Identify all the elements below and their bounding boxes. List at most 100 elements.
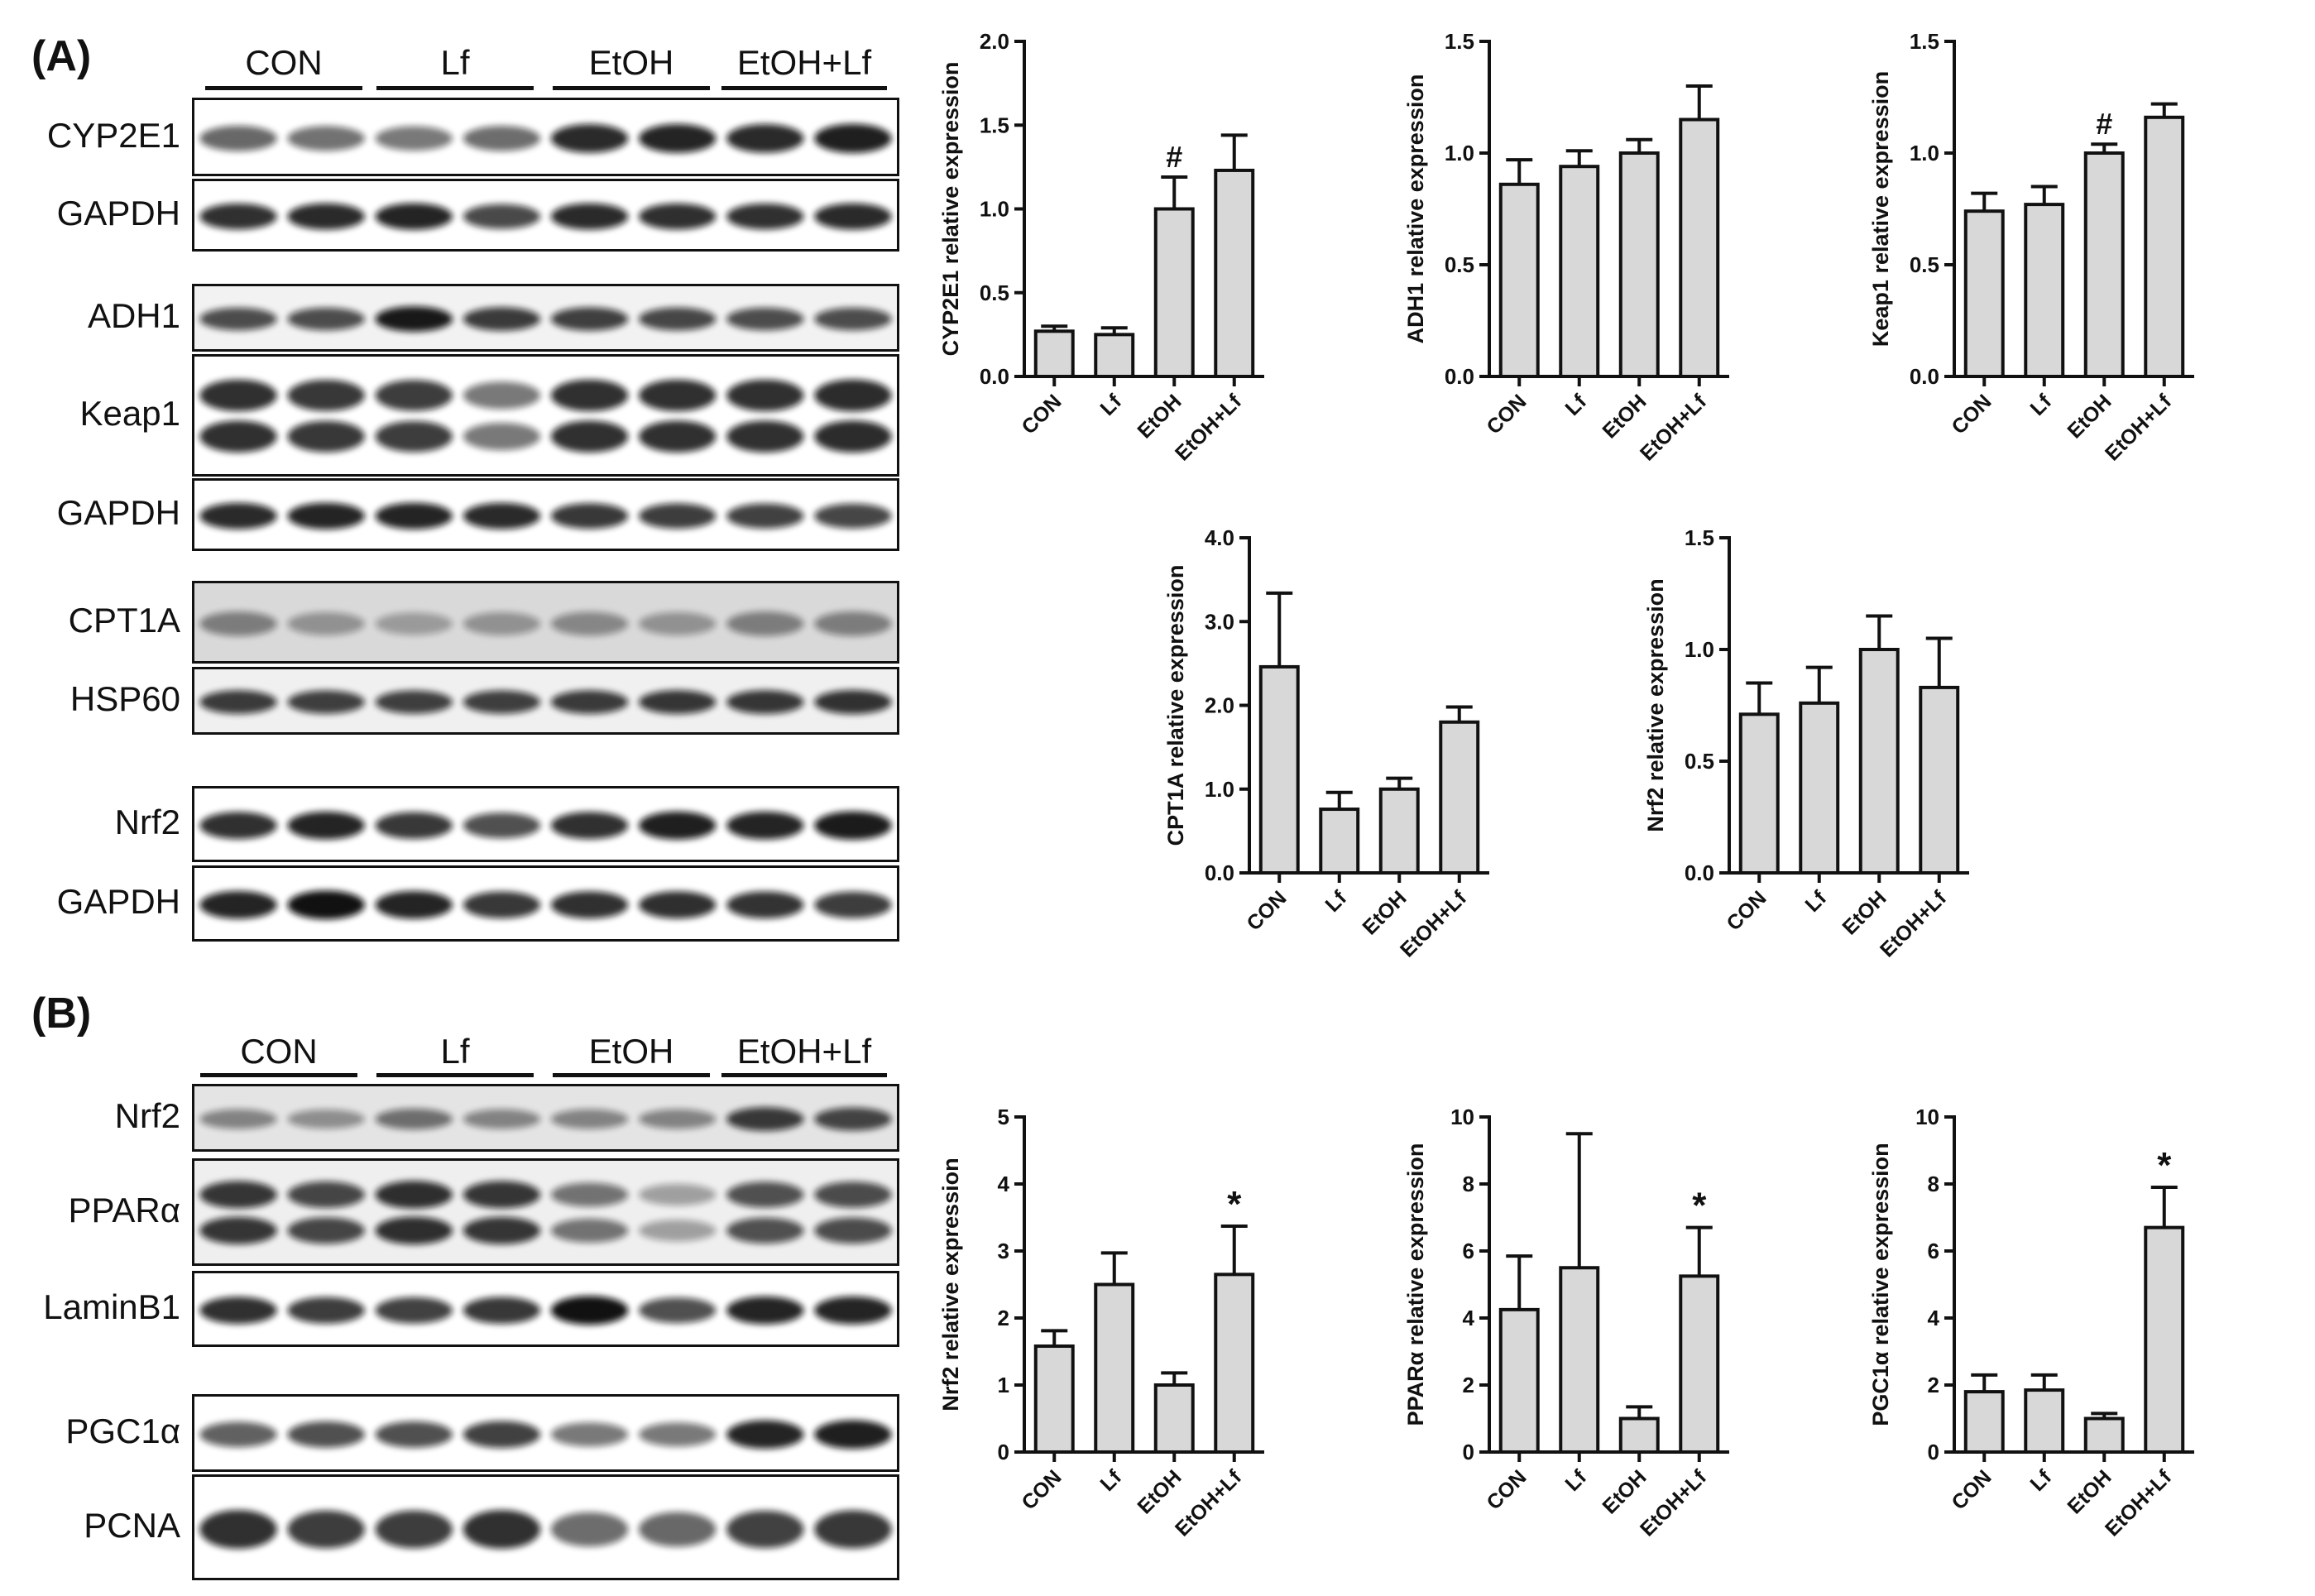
y-tick-label: 4 (998, 1172, 1010, 1196)
x-tick-label: EtOH+Lf (1876, 886, 1951, 961)
group-line-lf (376, 86, 534, 90)
y-tick-label: 0 (1928, 1440, 1939, 1464)
y-tick-label: 3.0 (1205, 609, 1234, 634)
blot-band (726, 124, 804, 153)
blot-band (199, 1421, 277, 1448)
blot-band (375, 203, 453, 230)
blot-band (199, 611, 277, 636)
blot-band (287, 502, 365, 530)
blot-band (814, 891, 892, 918)
bar-con (1033, 329, 1075, 379)
blot-band (375, 306, 453, 332)
bar-con (1033, 1344, 1075, 1454)
bar-etoh (1618, 1416, 1660, 1454)
blot-band (726, 1296, 804, 1325)
blot-band (638, 379, 717, 412)
significance-mark: # (2096, 107, 2112, 141)
blot-band (287, 379, 365, 411)
blot-strip-cpt1a (192, 581, 899, 664)
x-tick-label: CON (1482, 390, 1531, 439)
blot-band (638, 611, 717, 635)
bar-etoh (1153, 207, 1195, 378)
blot-band (638, 1512, 717, 1547)
y-tick-label: 0 (1463, 1440, 1474, 1464)
blot-band (814, 1296, 892, 1325)
blot-band (638, 307, 717, 331)
bar-etoh (1378, 787, 1420, 875)
group-line-lf-b (376, 1073, 534, 1077)
blot-band (463, 204, 541, 229)
y-axis-label: CPT1A relative expression (1163, 565, 1188, 846)
y-tick-label: 1.5 (1445, 29, 1474, 54)
y-tick-label: 6 (1463, 1239, 1474, 1263)
blot-band (638, 1183, 717, 1205)
group-line-etoh-lf-b (721, 1073, 887, 1077)
significance-mark: * (1227, 1184, 1242, 1225)
blot-band (814, 420, 892, 453)
bar-lf (1094, 1282, 1135, 1454)
x-tick-label: EtOH+Lf (2101, 390, 2176, 465)
blot-band (375, 1296, 453, 1324)
x-tick-label: EtOH (1358, 886, 1411, 939)
y-tick-label: 0.0 (1910, 364, 1939, 389)
y-tick-label: 0.5 (980, 280, 1009, 305)
chart-nrf2-a: Nrf2 relative expression 0.0 0.5 1.0 1.5 CON L… (1643, 525, 1969, 961)
blot-band (463, 1109, 541, 1129)
blot-band (199, 1109, 277, 1129)
bar-etoh (1618, 151, 1660, 378)
group-label-con-b: CON (240, 1032, 318, 1071)
y-tick-label: 2.0 (1205, 693, 1234, 718)
blot-band (287, 1296, 365, 1324)
x-tick-label: Lf (1095, 1465, 1126, 1496)
bar-con (1738, 712, 1780, 875)
chart-cyp2e1: CYP2E1 relative expression 0.0 0.5 1.0 1.5 2.… (938, 29, 1264, 465)
chart-nrf2-b: Nrf2 relative expression 0 1 2 3 4 5 CON Lf EtOH *… (938, 1105, 1264, 1541)
group-line-con-b (200, 1073, 357, 1077)
blot-band (726, 379, 804, 412)
blot-band (726, 891, 804, 919)
y-tick-label: 6 (1928, 1239, 1939, 1263)
x-tick-label: CON (1017, 390, 1066, 439)
blot-band (638, 1220, 717, 1242)
y-tick-label: 10 (1915, 1105, 1939, 1129)
protein-label-cyp2e1: CYP2E1 (46, 115, 180, 155)
x-tick-label: EtOH (1133, 390, 1186, 443)
blot-band (375, 1421, 453, 1448)
blot-band (726, 611, 804, 636)
blot-band (550, 891, 629, 919)
bar-con (1963, 1390, 2005, 1455)
protein-label-ppara: PPARα (68, 1191, 180, 1229)
y-tick-label: 1.0 (980, 197, 1009, 222)
blot-band (375, 380, 453, 411)
blot-band (726, 811, 804, 840)
protein-label-keap1: Keap1 (79, 394, 180, 433)
blot-band (814, 1420, 892, 1450)
y-tick-label: 1.0 (1685, 637, 1714, 662)
bar-con (1498, 1307, 1540, 1454)
blot-band (550, 611, 629, 636)
x-tick-label: Lf (1560, 1465, 1591, 1496)
bar-lf (1319, 808, 1360, 875)
x-tick-label: EtOH (1598, 1465, 1651, 1518)
blot-band (550, 124, 629, 153)
bar-lf (1559, 165, 1600, 378)
y-tick-label: 5 (998, 1105, 1009, 1129)
group-label-lf-b: Lf (440, 1032, 470, 1071)
blot-band (199, 890, 277, 919)
blot-band (814, 203, 892, 230)
bar-etoh-lf (1679, 117, 1720, 378)
y-tick-label: 0.5 (1685, 749, 1714, 774)
blot-band (726, 1217, 804, 1244)
y-tick-label: 2 (1928, 1373, 1939, 1397)
blot-band (726, 307, 804, 331)
blot-band (550, 1218, 629, 1243)
bar-lf (1799, 701, 1840, 875)
blot-strip-gapdh1 (192, 179, 899, 252)
bar-etoh-lf (1214, 168, 1255, 378)
blot-band (550, 1296, 629, 1325)
blot-strip-ppara (192, 1158, 899, 1266)
blot-band (199, 420, 277, 453)
y-tick-label: 10 (1450, 1105, 1474, 1129)
y-tick-label: 1.0 (1205, 777, 1234, 802)
blot-band (375, 420, 453, 453)
